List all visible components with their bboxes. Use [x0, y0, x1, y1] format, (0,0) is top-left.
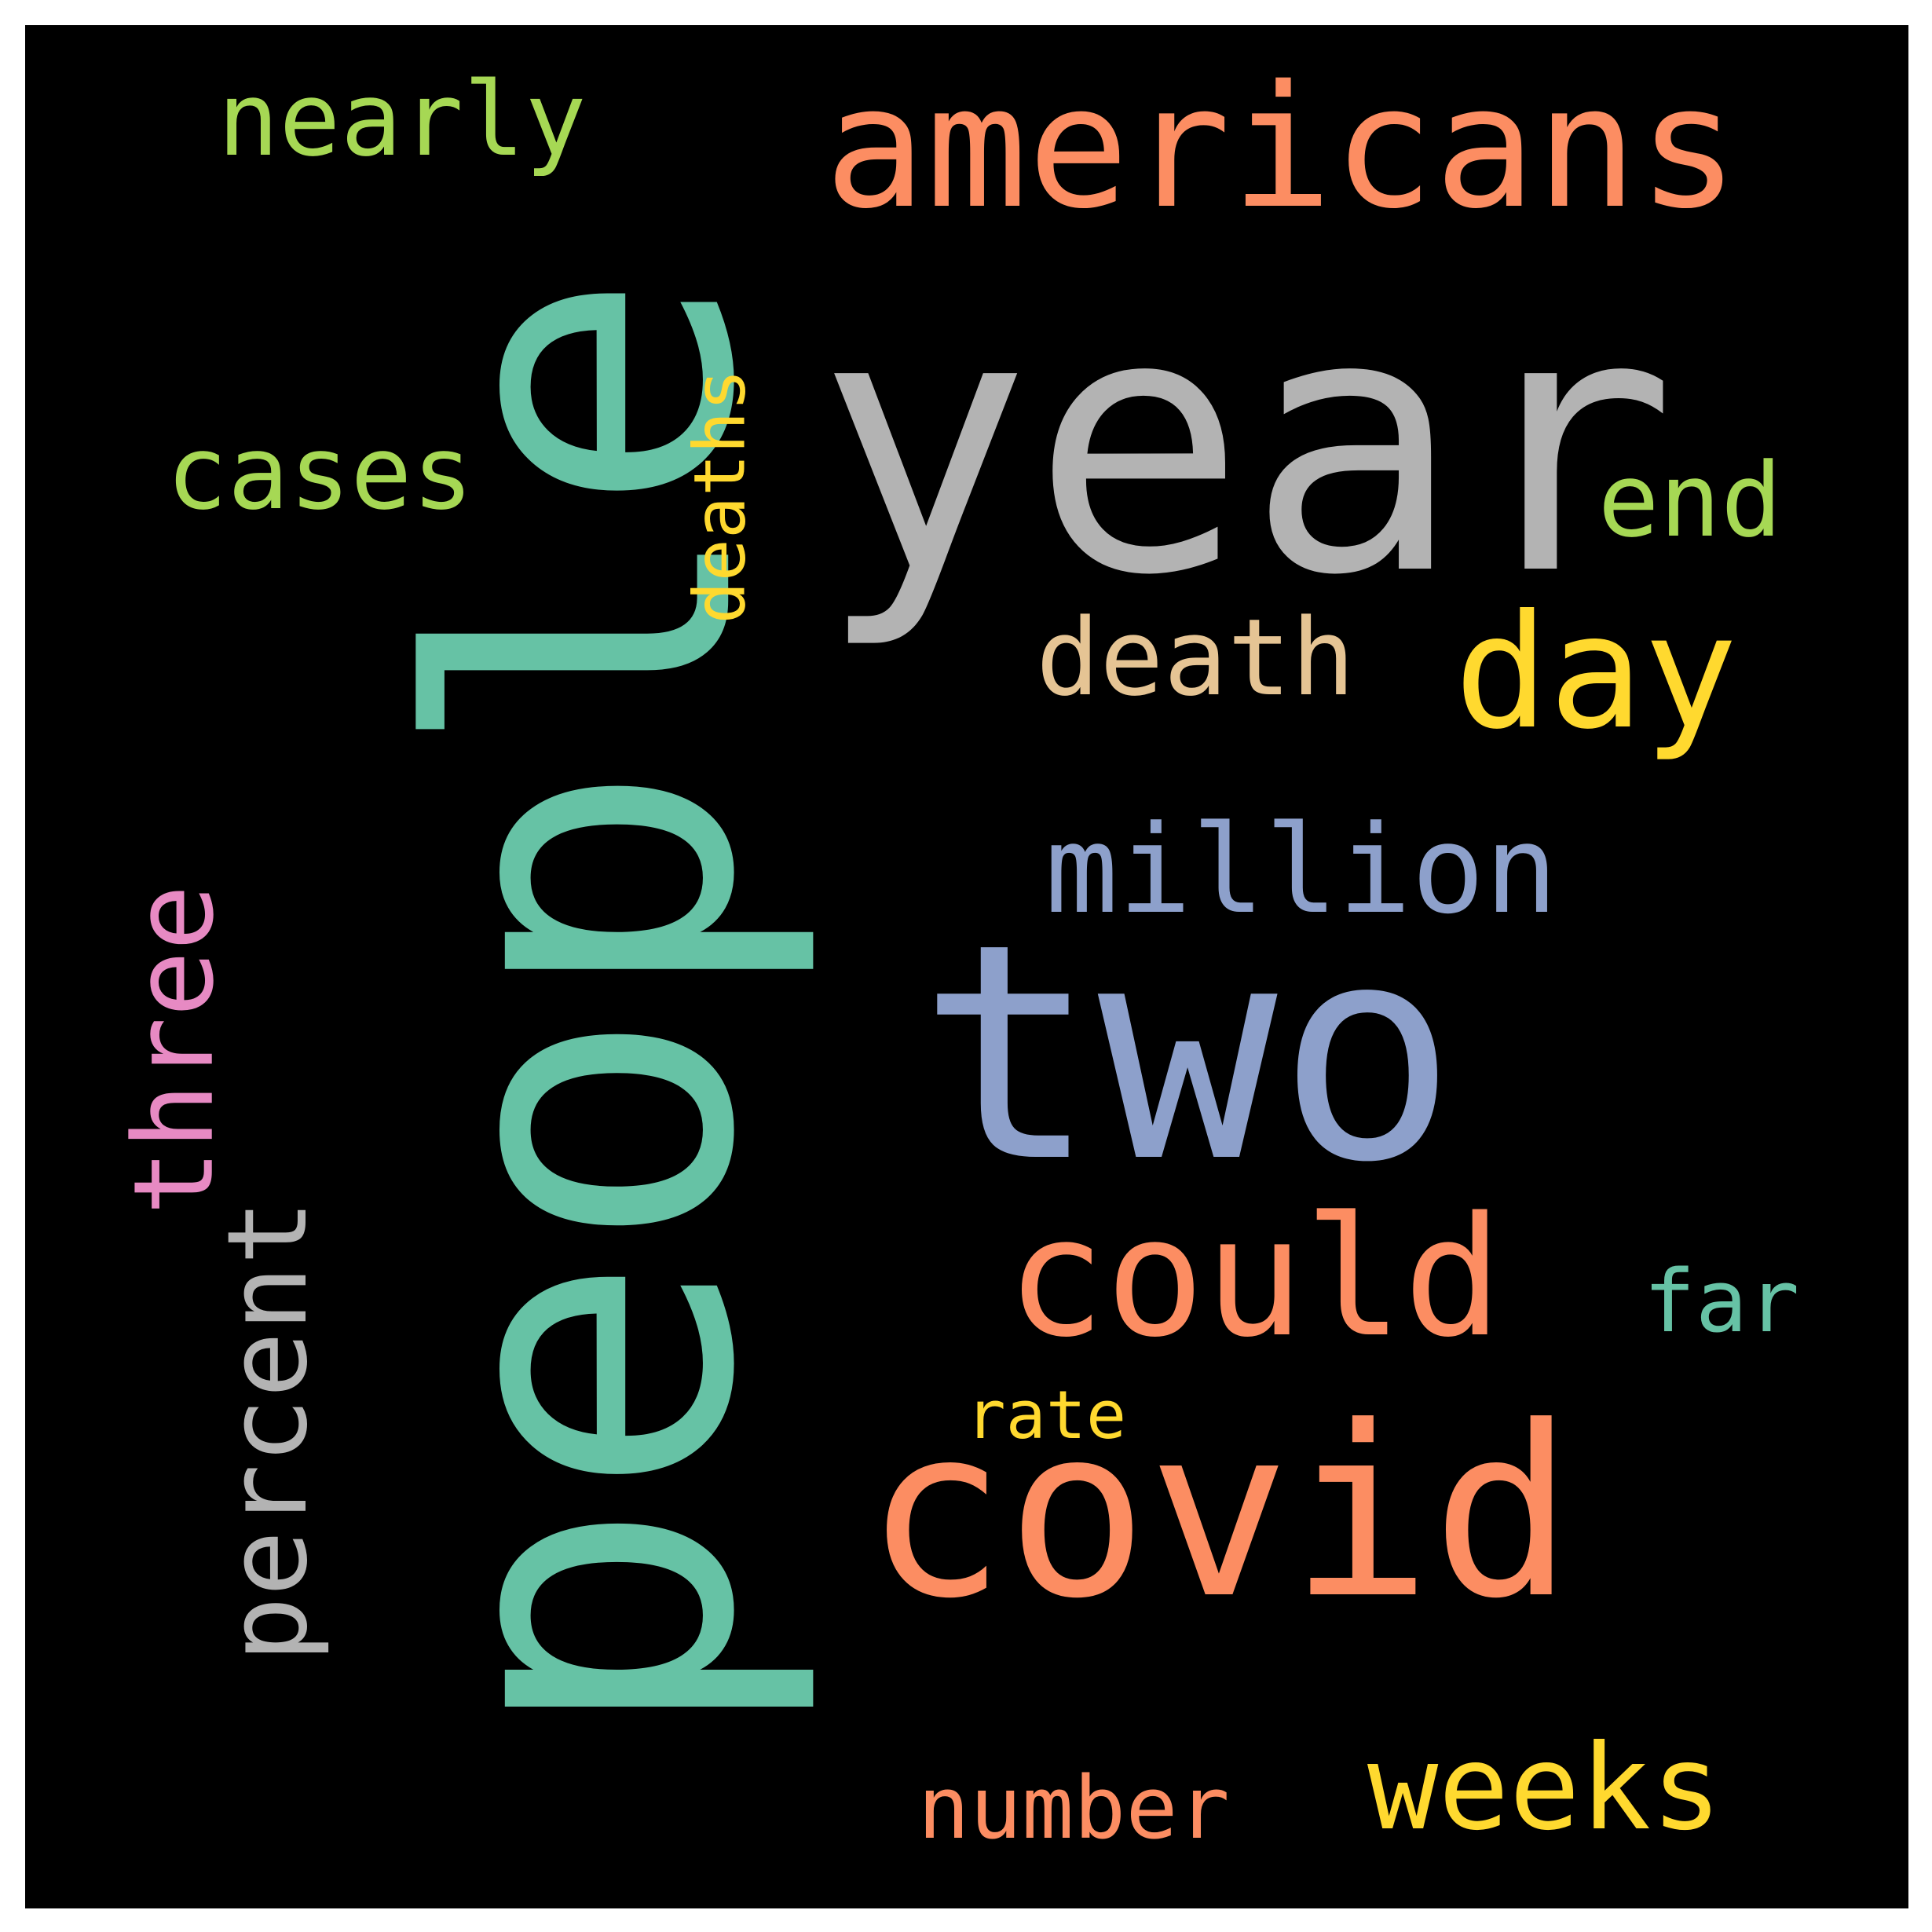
word-deaths: deaths [679, 368, 762, 624]
word-could: could [1006, 1181, 1503, 1374]
word-rate: rate [965, 1376, 1127, 1454]
word-million: million [1045, 798, 1558, 941]
word-death: death [1036, 595, 1356, 719]
word-three: three [110, 884, 239, 1216]
word-nearly: nearly [218, 60, 587, 179]
word-year: year [816, 237, 1677, 653]
word-weeks: weeks [1367, 1720, 1722, 1857]
word-far: far [1643, 1251, 1800, 1352]
word-two: two [918, 880, 1458, 1228]
word-number: number [917, 1758, 1230, 1858]
word-day: day [1454, 581, 1738, 764]
word-end: end [1597, 441, 1783, 560]
word-covid: covid [864, 1376, 1574, 1650]
word-cloud-canvas: people year two covid americans could da… [25, 25, 1908, 1908]
word-americans: americans [824, 48, 1740, 246]
word-cases: cases [166, 413, 474, 532]
word-percent: percent [204, 1198, 333, 1663]
